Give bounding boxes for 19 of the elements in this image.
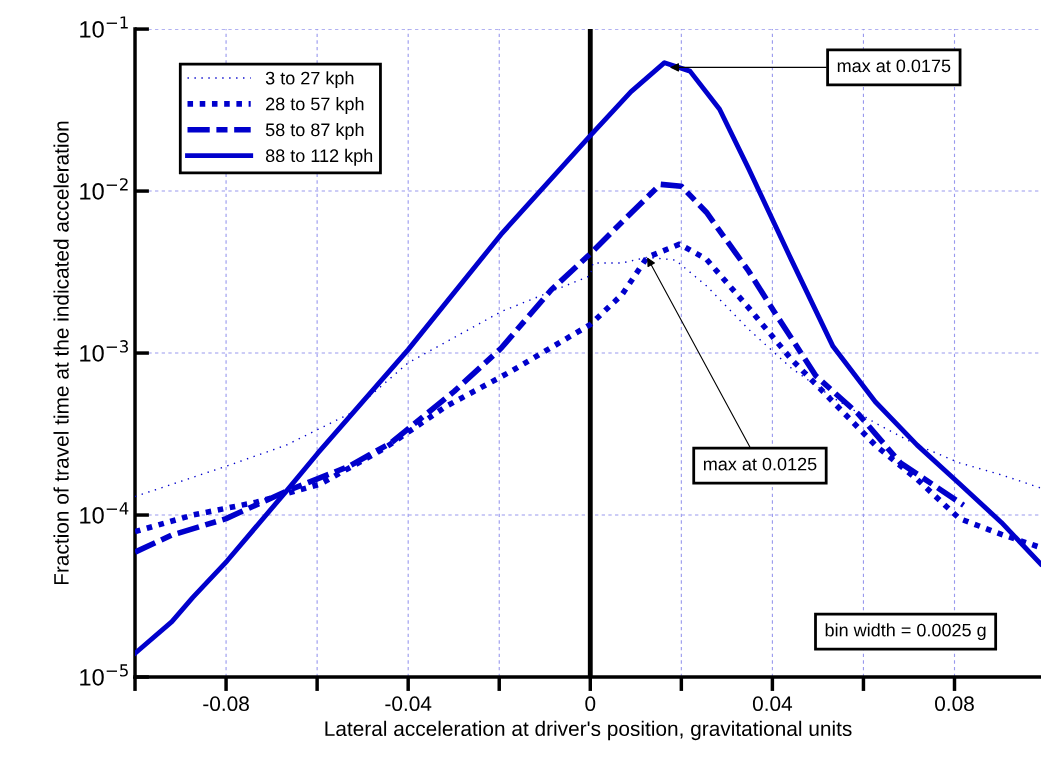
annotation: max at 0.0125: [703, 457, 817, 471]
y-tick-label: 10$^{−4}$: [80, 502, 129, 524]
y-tick-label: 10$^{−5}$: [80, 664, 128, 686]
y-tick-label: 10$^{−3}$: [80, 340, 128, 362]
annotation: bin width = 0.0025 g: [825, 623, 986, 641]
x-tick-label: 0.04: [752, 696, 793, 712]
x-tick-label: 0: [585, 696, 596, 712]
legend-label: 58 to 87 kph: [265, 122, 364, 140]
y-tick-label: 10$^{−1}$: [80, 16, 128, 38]
y-tick-label: 10$^{−2}$: [80, 178, 128, 200]
y-axis-title: Fraction of travel time at the indicated acceleration: [53, 121, 69, 585]
annotation: max at 0.0175: [837, 59, 951, 73]
x-tick-label: -0.08: [203, 696, 249, 712]
x-tick-label: -0.04: [385, 696, 432, 712]
legend-label: 28 to 57 kph: [266, 97, 364, 114]
legend-label: 88 to 112 kph: [265, 148, 373, 166]
x-tick-label: 0.08: [935, 696, 974, 712]
x-axis-title: Lateral acceleration at driver's position, gravitational units: [325, 720, 852, 741]
legend-label: 3 to 27 kph: [265, 71, 354, 89]
